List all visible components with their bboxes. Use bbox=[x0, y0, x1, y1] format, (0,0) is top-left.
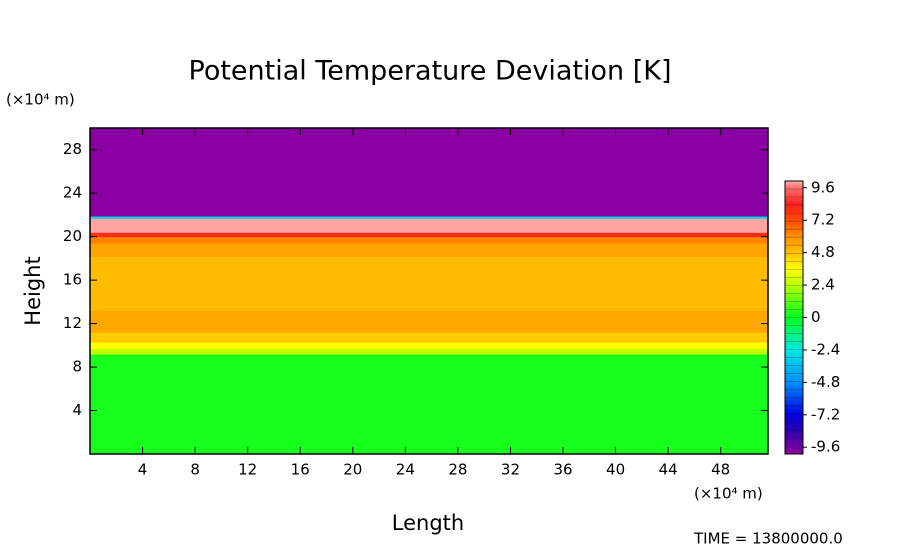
plot-frame bbox=[89, 127, 769, 455]
x-tick-label: 32 bbox=[501, 461, 520, 479]
y-tick-label: 20 bbox=[63, 227, 82, 245]
x-tick-label: 40 bbox=[606, 461, 625, 479]
y-unit: (×10⁴ m) bbox=[6, 91, 75, 109]
x-unit: (×10⁴ m) bbox=[694, 485, 763, 503]
contour-band bbox=[90, 332, 768, 343]
x-tick-label: 20 bbox=[343, 461, 362, 479]
y-tick-label: 28 bbox=[63, 140, 82, 158]
contour-band bbox=[90, 243, 768, 257]
y-tick-label: 4 bbox=[72, 401, 82, 419]
x-axis-label: Length bbox=[392, 511, 464, 535]
colorbar-tick-label: 9.6 bbox=[811, 178, 835, 196]
x-tick-label: 16 bbox=[291, 461, 310, 479]
contour-band bbox=[90, 128, 768, 217]
colorbar-tick-label: 4.8 bbox=[811, 243, 835, 261]
y-tick-label: 8 bbox=[72, 358, 82, 376]
contour-band bbox=[90, 348, 768, 355]
colorbar-tick-label: 7.2 bbox=[811, 211, 835, 229]
colorbar-tick-label: -7.2 bbox=[811, 405, 840, 423]
x-tick-label: 4 bbox=[138, 461, 148, 479]
time-annotation: TIME = 13800000.0 bbox=[693, 530, 843, 545]
y-tick-label: 16 bbox=[63, 271, 82, 289]
colorbar-tick-label: 2.4 bbox=[811, 276, 835, 294]
colorbar-tick-label: -4.8 bbox=[811, 373, 840, 391]
colorbar-tick-label: 0 bbox=[811, 308, 821, 326]
colorbar: 9.6 7.2 4.8 2.4 0 -2.4 -4.8 -7.2 -9.6 bbox=[784, 178, 840, 456]
contour-band bbox=[90, 256, 768, 312]
chart-title: Potential Temperature Deviation [K] bbox=[189, 56, 672, 87]
contour-band bbox=[90, 342, 768, 350]
x-tick-label: 12 bbox=[238, 461, 257, 479]
contour-field bbox=[90, 128, 768, 455]
contour-band bbox=[90, 310, 768, 333]
x-tick-label: 44 bbox=[659, 461, 678, 479]
x-tick-label: 36 bbox=[553, 461, 572, 479]
colorbar-tick-label: -9.6 bbox=[811, 438, 840, 456]
x-tick-label: 8 bbox=[190, 461, 200, 479]
contour-band bbox=[90, 236, 768, 244]
contour-band bbox=[90, 232, 768, 238]
x-tick-label: 28 bbox=[448, 461, 467, 479]
y-tick-label: 12 bbox=[63, 314, 82, 332]
contour-band bbox=[90, 218, 768, 233]
contour-band bbox=[90, 216, 768, 219]
x-tick-label: 24 bbox=[396, 461, 415, 479]
contour-band bbox=[90, 354, 768, 455]
colorbar-tick-label: -2.4 bbox=[811, 340, 840, 358]
y-axis-label: Height bbox=[21, 256, 45, 325]
x-tick-label: 48 bbox=[711, 461, 730, 479]
y-tick-label: 24 bbox=[63, 184, 82, 202]
